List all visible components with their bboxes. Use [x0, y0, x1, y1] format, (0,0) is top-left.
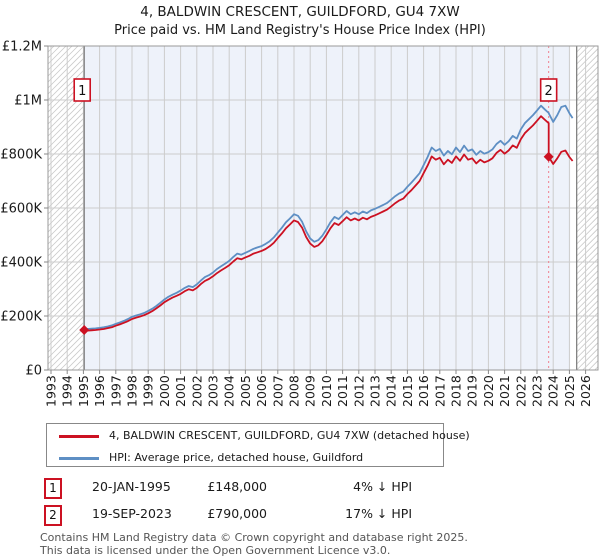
post-data-hatch-region [576, 45, 599, 371]
svg-text:2018: 2018 [449, 375, 464, 407]
svg-text:2016: 2016 [416, 375, 431, 407]
hpi-line-swatch [59, 457, 99, 460]
legend-row-property: 4, BALDWIN CRESCENT, GUILDFORD, GU4 7XW … [47, 427, 470, 446]
chart-header: 4, BALDWIN CRESCENT, GUILDFORD, GU4 7XW … [0, 3, 600, 40]
svg-text:2011: 2011 [335, 375, 350, 407]
svg-text:£800K: £800K [0, 148, 42, 163]
x-axis-labels: 1993 1994 1995 1996 1997 1998 1999 2000 2001 2002… [44, 375, 594, 407]
sale-2-badge: 2 [44, 505, 62, 526]
svg-text:£0: £0 [25, 364, 42, 379]
sale-1-price: £148,000 [207, 479, 267, 494]
sale-1-date: 20-JAN-1995 [92, 479, 171, 494]
svg-text:2004: 2004 [222, 375, 237, 407]
svg-text:2005: 2005 [238, 375, 253, 407]
svg-text:2002: 2002 [189, 375, 204, 407]
svg-text:£400K: £400K [0, 256, 42, 271]
sale-2-price: £790,000 [207, 506, 267, 521]
svg-text:2017: 2017 [432, 375, 447, 407]
sale-2-date: 19-SEP-2023 [92, 506, 172, 521]
property-line-swatch [59, 435, 99, 438]
svg-text:£1M: £1M [14, 94, 42, 109]
sale-2-diamond-marker [543, 151, 554, 162]
copyright-footer: Contains HM Land Registry data © Crown c… [40, 531, 600, 557]
legend-label-property: 4, BALDWIN CRESCENT, GUILDFORD, GU4 7XW … [109, 429, 470, 442]
svg-text:2014: 2014 [384, 375, 399, 407]
svg-text:2012: 2012 [351, 375, 366, 407]
page-title: 4, BALDWIN CRESCENT, GUILDFORD, GU4 7XW [140, 4, 460, 20]
svg-text:1995: 1995 [76, 375, 91, 407]
svg-text:1994: 1994 [60, 375, 75, 407]
svg-text:2000: 2000 [157, 375, 172, 407]
svg-text:£200K: £200K [0, 310, 42, 325]
property-price-line [84, 115, 574, 332]
sale-2-hpi-delta: 17% ↓ HPI [345, 506, 412, 521]
footer-line-2: This data is licensed under the Open Gov… [40, 544, 391, 557]
svg-text:2001: 2001 [173, 375, 188, 407]
sale-1-hpi-delta: 4% ↓ HPI [353, 479, 412, 494]
sale-1-badge: 1 [44, 478, 62, 499]
svg-text:2019: 2019 [465, 375, 480, 407]
svg-text:£600K: £600K [0, 202, 42, 217]
chart-legend: 4, BALDWIN CRESCENT, GUILDFORD, GU4 7XW … [46, 423, 470, 468]
sale-1-number-box: 1 [73, 78, 92, 102]
legend-label-hpi: HPI: Average price, detached house, Guil… [109, 451, 364, 464]
sales-table: 1 20-JAN-1995 £148,000 4% ↓ HPI 2 19-SEP… [44, 478, 444, 532]
svg-text:2009: 2009 [303, 375, 318, 407]
svg-text:2003: 2003 [206, 375, 221, 407]
svg-text:2023: 2023 [530, 375, 545, 407]
svg-text:£1.2M: £1.2M [2, 40, 42, 55]
y-axis-ticks [44, 45, 48, 371]
page-subtitle: Price paid vs. HM Land Registry's House … [114, 23, 486, 38]
svg-text:2010: 2010 [319, 375, 334, 407]
svg-text:1997: 1997 [108, 375, 123, 407]
svg-text:1998: 1998 [125, 375, 140, 407]
svg-text:2013: 2013 [368, 375, 383, 407]
svg-text:2024: 2024 [546, 375, 561, 407]
svg-text:2021: 2021 [497, 375, 512, 407]
footer-line-1: Contains HM Land Registry data © Crown c… [40, 531, 468, 544]
sale-row-1: 1 20-JAN-1995 £148,000 4% ↓ HPI [44, 478, 444, 500]
svg-text:1999: 1999 [141, 375, 156, 407]
svg-text:2015: 2015 [400, 375, 415, 407]
svg-text:2007: 2007 [270, 375, 285, 407]
legend-row-hpi: HPI: Average price, detached house, Guil… [47, 449, 443, 468]
svg-text:1: 1 [78, 84, 86, 99]
svg-text:2025: 2025 [562, 375, 577, 407]
svg-text:2008: 2008 [287, 375, 302, 407]
svg-text:1996: 1996 [92, 375, 107, 407]
svg-text:1993: 1993 [44, 375, 59, 407]
x-axis-ticks [50, 370, 587, 374]
sale-2-number-box: 2 [539, 78, 558, 102]
svg-text:2022: 2022 [513, 375, 528, 407]
svg-text:2: 2 [545, 84, 553, 99]
svg-text:2020: 2020 [481, 375, 496, 407]
sale-row-2: 2 19-SEP-2023 £790,000 17% ↓ HPI [44, 505, 444, 527]
svg-text:2026: 2026 [578, 375, 593, 407]
sale-1-diamond-marker [79, 325, 90, 336]
svg-text:2006: 2006 [254, 375, 269, 407]
hpi-line [84, 104, 574, 330]
y-axis-labels: £0 £200K £400K £600K £800K £1M £1.2M [0, 40, 42, 379]
